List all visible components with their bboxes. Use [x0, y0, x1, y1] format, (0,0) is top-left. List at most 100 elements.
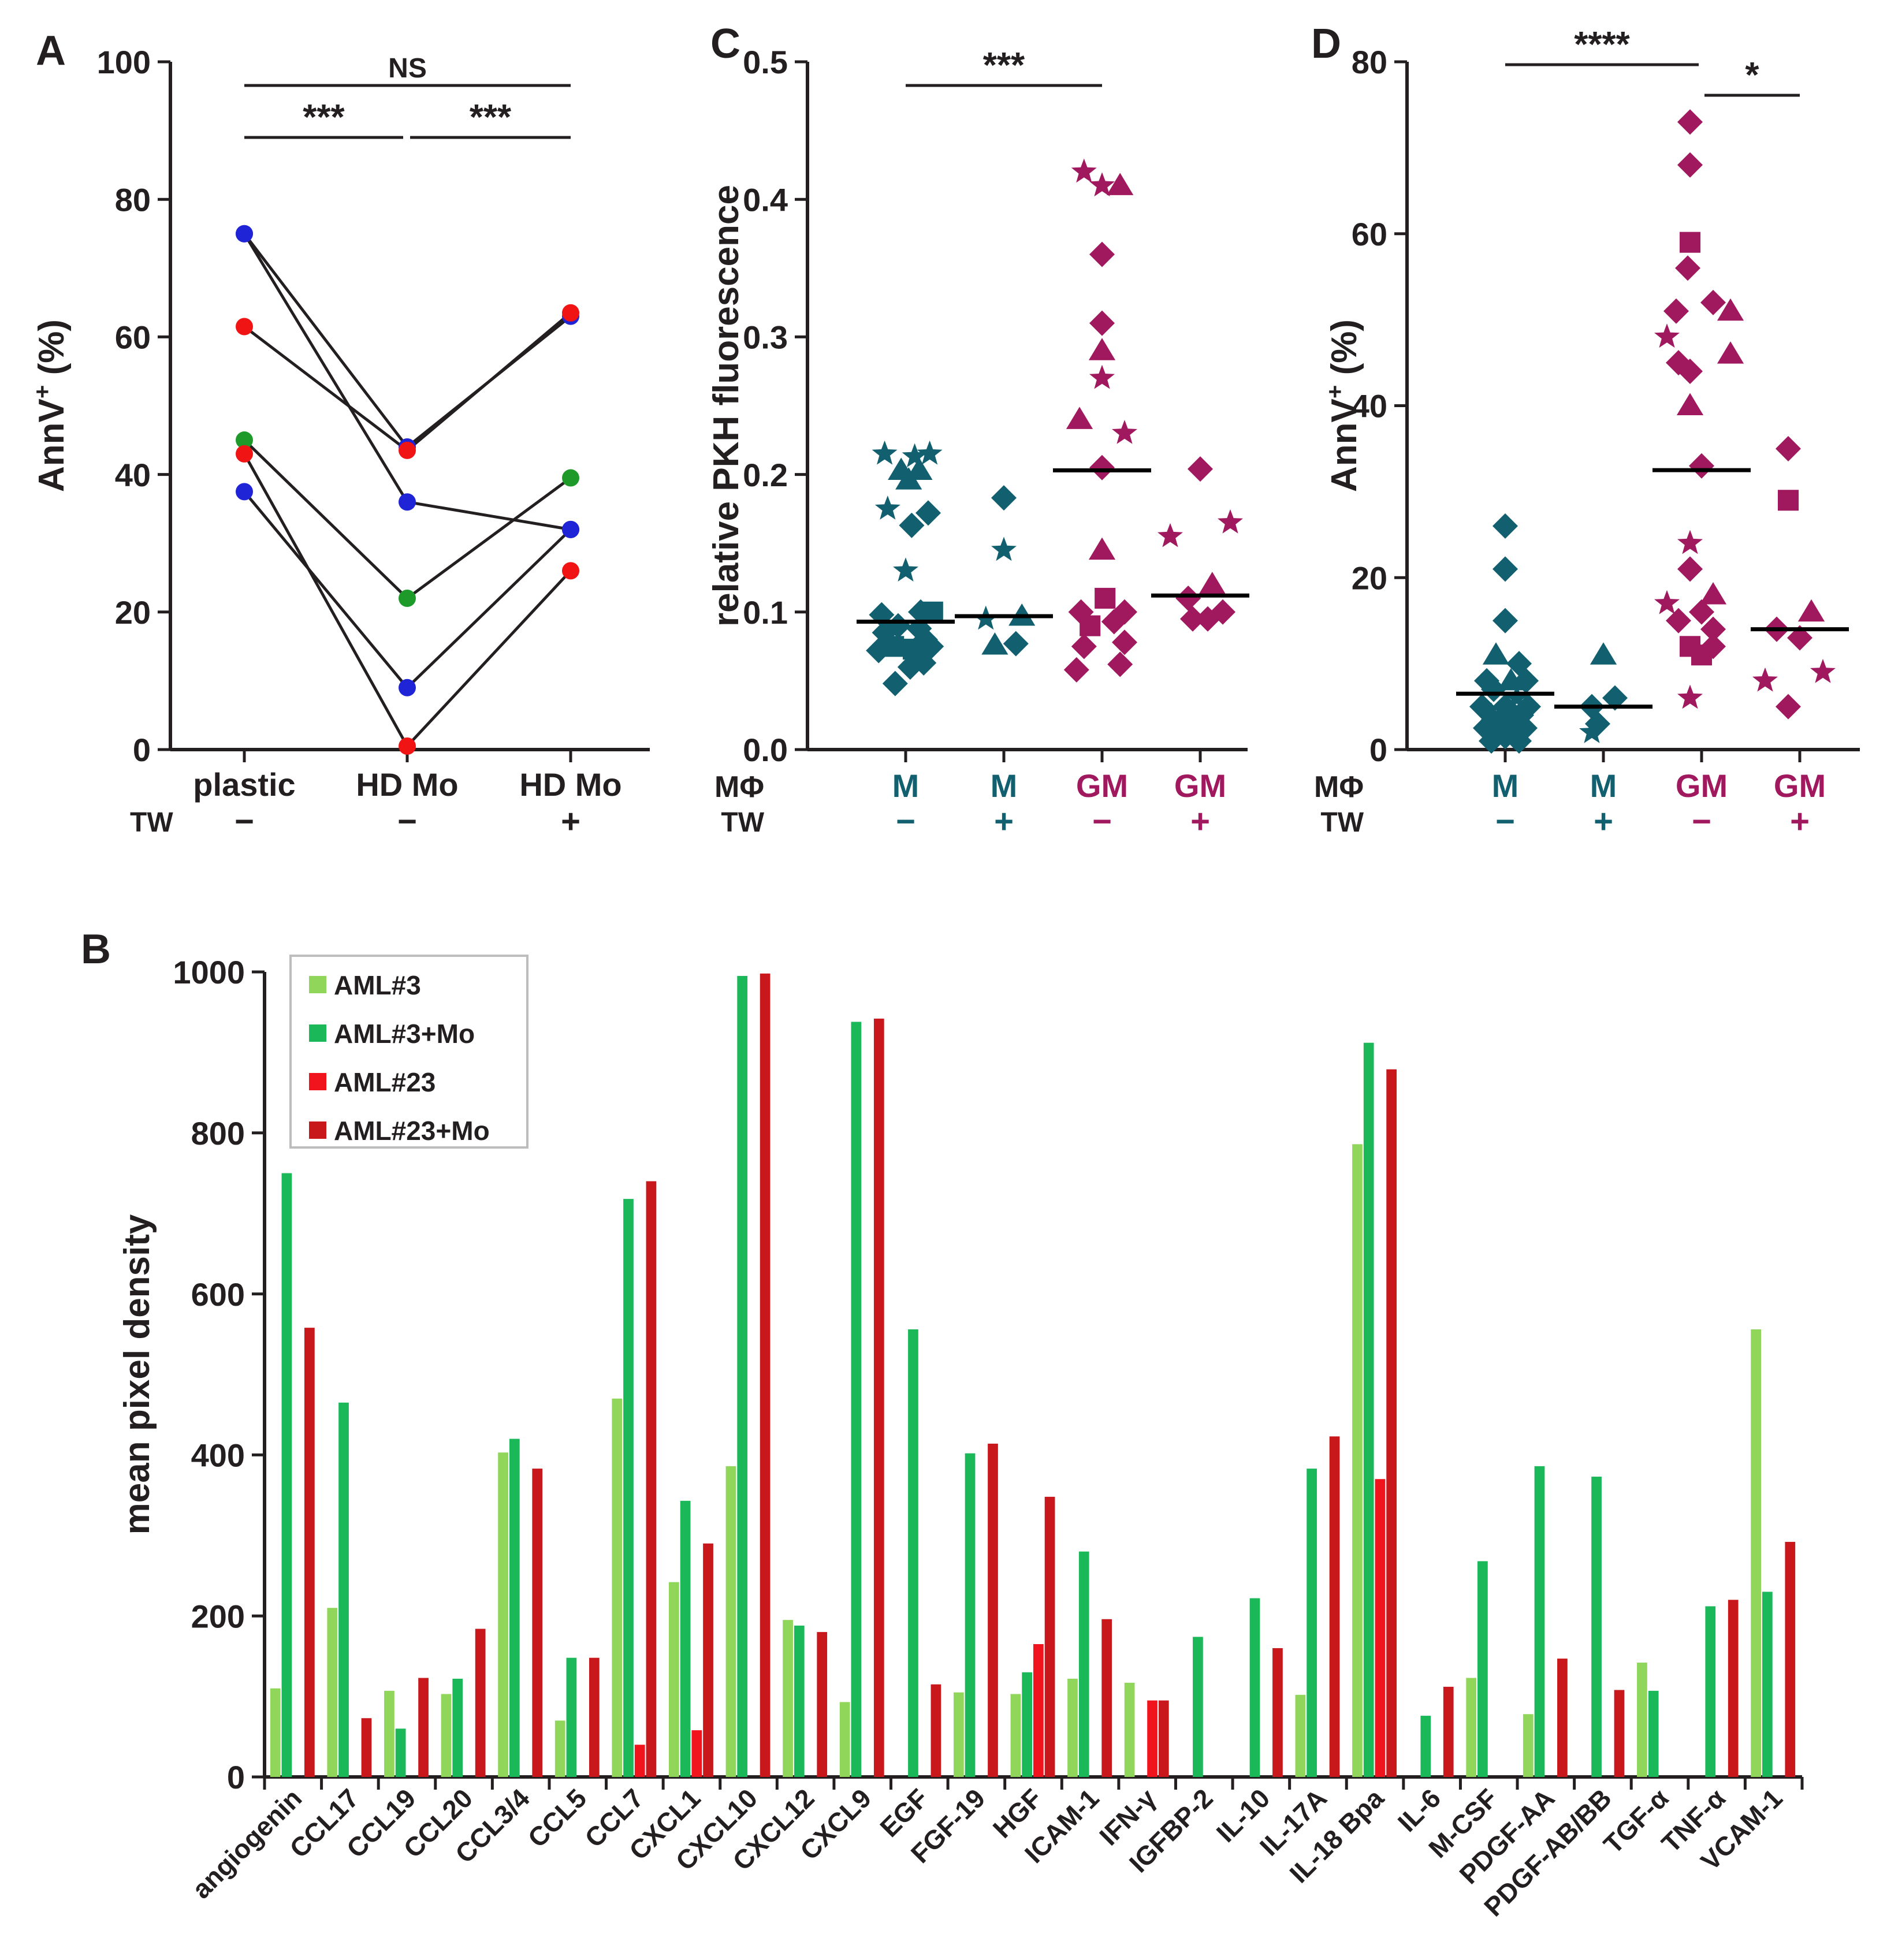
panel-a-significance-label: *** [303, 98, 345, 137]
panel-b-bar [281, 1173, 292, 1777]
panel-a-tw-label: TW [130, 807, 173, 838]
panel-b-bar [1557, 1659, 1568, 1777]
panel-a-tw-value: − [397, 803, 417, 840]
panel-a-series-line [243, 311, 572, 453]
panel-b-bar [1272, 1648, 1283, 1777]
panel-b-bar [1307, 1469, 1317, 1777]
panel-c-data-point [1188, 456, 1213, 482]
panel-b-bar [1420, 1716, 1431, 1777]
panel-b-bar [1124, 1682, 1135, 1777]
panel-b-bar [1022, 1672, 1032, 1777]
panel-b-bar [988, 1443, 998, 1777]
panel-b-bar [1078, 1551, 1089, 1777]
panel-b-bar [1147, 1700, 1157, 1777]
panel-c-data-point [1089, 364, 1115, 389]
panel-d-data-point [1700, 289, 1726, 315]
panel-d-data-point [1493, 608, 1518, 634]
panel-c-group-mphi-label: GM [1076, 767, 1128, 804]
panel-c-y-axis-label: relative PKH fluorescence [706, 185, 746, 627]
panel-c-data-point [1063, 657, 1089, 683]
panel-c-y-tick-label: 0.2 [743, 457, 788, 493]
panel-d-data-point [1677, 152, 1703, 178]
panel-d-data-point [1666, 608, 1691, 634]
panel-b-bar [691, 1730, 702, 1777]
panel-b-bar [1044, 1496, 1055, 1777]
panel-b-bar [589, 1657, 600, 1777]
panel-d-data-point [1752, 667, 1778, 692]
panel-d-group-tw-label: − [1495, 803, 1515, 840]
panel-c-data-point [911, 650, 937, 676]
panel-b-bar [669, 1582, 679, 1777]
panel-b-y-tick-label: 0 [227, 1759, 245, 1795]
panel-d-data-point [1654, 590, 1680, 614]
panel-label-d: D [1311, 21, 1341, 67]
panel-b-bar [554, 1720, 565, 1777]
panel-b-bar [532, 1469, 543, 1777]
panel-d-data-point [1776, 435, 1801, 461]
panel-c-data-point [1112, 629, 1137, 655]
panel-c-data-point [1199, 572, 1226, 594]
panel-a-y-tick-label: 40 [115, 457, 151, 493]
panel-b-bar [1614, 1690, 1625, 1777]
panel-c-data-point [1218, 509, 1243, 534]
panel-c-data-point [1107, 173, 1134, 195]
panel-c-data-point [991, 536, 1017, 561]
panel-b-bar [703, 1543, 713, 1777]
panel-c-mphi-row-label: MΦ [714, 770, 764, 804]
panel-d-data-point [1482, 642, 1510, 665]
panel-d-significance-label: * [1745, 55, 1759, 95]
panel-b-bar [680, 1500, 691, 1777]
panel-label-a: A [36, 28, 66, 74]
panel-b-bar [384, 1690, 394, 1777]
panel-d-data-point [1654, 323, 1680, 348]
panel-c-data-point [1101, 609, 1127, 635]
panel-b-y-axis-label: mean pixel density [117, 1214, 157, 1534]
panel-d-group-tw-label: + [1790, 803, 1810, 840]
panel-d-group-tw-label: − [1692, 803, 1711, 840]
panel-c-data-point [872, 440, 898, 465]
panel-b-y-tick-label: 200 [191, 1598, 245, 1634]
panel-d-data-point [1506, 728, 1532, 754]
panel-d-data-point [1677, 684, 1703, 709]
panel-b-bar [441, 1694, 452, 1777]
panel-c-group-tw-label: + [994, 803, 1014, 840]
panel-b-bar [1591, 1477, 1602, 1777]
panel-b-bar [1067, 1678, 1078, 1777]
panel-b-bar [1648, 1690, 1659, 1777]
panel-d-data-point [1777, 490, 1799, 511]
panel-d-data-point [1776, 694, 1801, 720]
panel-d-data-point [1676, 393, 1704, 415]
panel-d-data-point [1493, 513, 1518, 539]
panel-b-legend-label: AML#3+Mo [334, 1019, 475, 1049]
panel-d-group-mphi-label: GM [1774, 767, 1826, 804]
panel-b-bar [760, 973, 771, 1777]
panel-b-bar [794, 1625, 805, 1777]
panel-a-significance-label: NS [388, 53, 427, 84]
panel-c-y-tick-label: 0.5 [743, 44, 788, 80]
panel-b-bar [839, 1702, 850, 1777]
panel-a-data-point [236, 318, 253, 336]
panel-a-y-tick-label: 60 [115, 319, 151, 356]
panel-b-bar [1033, 1644, 1044, 1777]
panel-a-data-point [236, 483, 253, 501]
panel-c-data-point [991, 485, 1017, 511]
panel-c-data-point [1088, 537, 1116, 560]
panel-d-mphi-row-label: MΦ [1314, 770, 1364, 804]
panel-c-data-point [1066, 407, 1093, 429]
panel-b-bar [1329, 1436, 1340, 1777]
panel-c-data-point [882, 670, 908, 696]
panel-d-group-mphi-label: M [1590, 767, 1617, 804]
panel-a-data-point [562, 304, 579, 322]
panel-b-bar [851, 1022, 862, 1777]
panel-b-bar [304, 1328, 315, 1777]
panel-b-bar [327, 1608, 338, 1777]
panel-a-y-axis-label: AnnV+ (%) [29, 319, 72, 492]
panel-b-bar [1705, 1606, 1716, 1777]
panel-b-legend: AML#3 AML#3+Mo AML#23 AML#23+Mo [289, 955, 528, 1149]
panel-c-data-point [1088, 338, 1116, 360]
panel-c-data-point [1175, 585, 1201, 611]
panel-d-tw-row-label: TW [1320, 807, 1364, 838]
panel-d-data-point [1675, 255, 1700, 281]
panel-d-data-point [1699, 582, 1727, 605]
panel-a-data-point [399, 737, 416, 755]
